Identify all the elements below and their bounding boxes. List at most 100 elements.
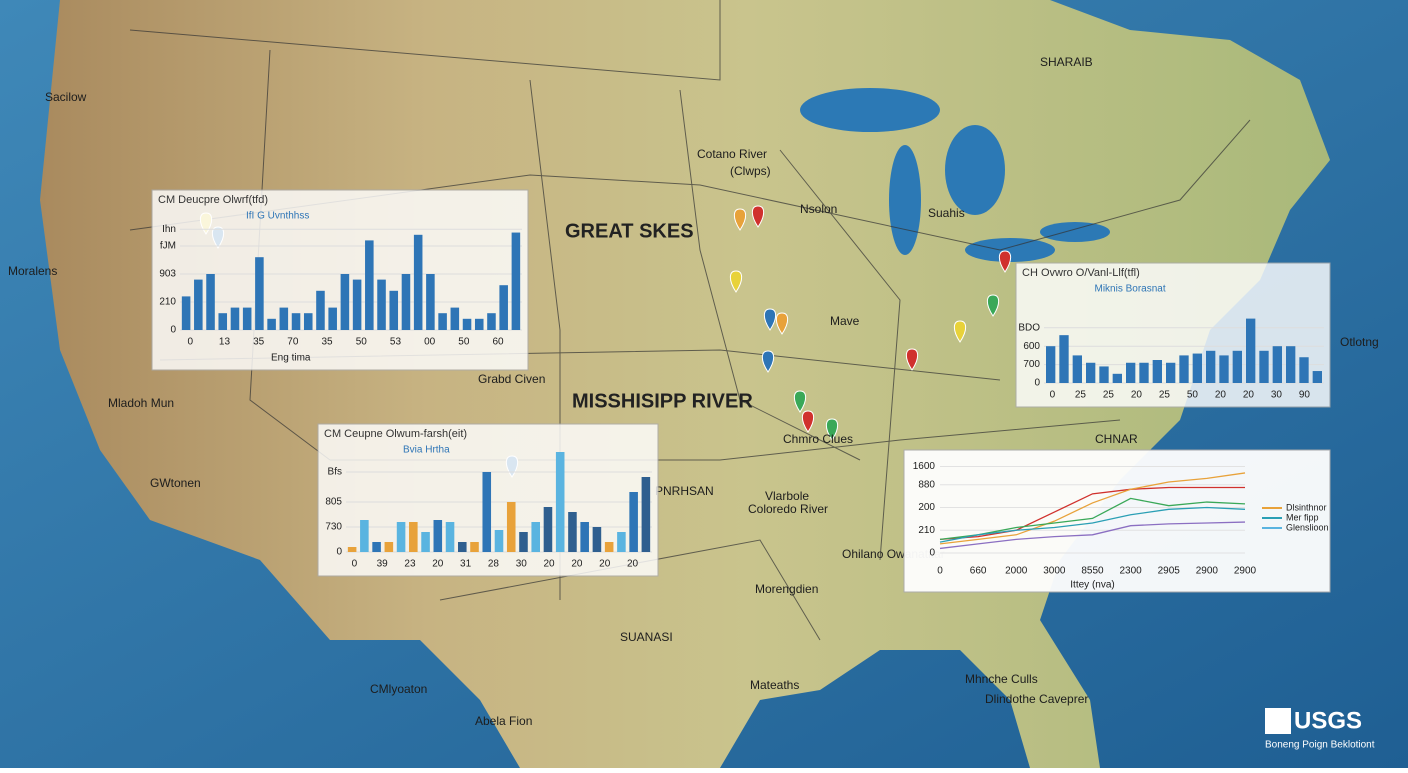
- place-label: Coloredo River: [748, 502, 828, 516]
- panel-title: CH Ovwro O/Vanl-Llf(tfl): [1022, 267, 1140, 279]
- y-tick-label: 210: [918, 525, 935, 536]
- y-tick-label: 210: [159, 297, 176, 308]
- x-tick-label: 13: [219, 337, 231, 348]
- place-label: Dlindothe Caveprer: [985, 692, 1088, 706]
- y-tick-label: 700: [1023, 359, 1040, 370]
- chart-panel: CM Deucpre Olwrf(tfd) IfI G Uvnthhss 0 210 9…: [151, 189, 529, 371]
- bar: [242, 307, 252, 330]
- x-tick-label: 39: [377, 559, 389, 570]
- bar: [413, 234, 423, 330]
- bar: [641, 477, 651, 552]
- bar: [291, 313, 301, 330]
- x-tick-label: 0: [937, 566, 943, 577]
- y-tick-label: fJM: [160, 241, 176, 252]
- bar: [543, 507, 553, 552]
- bar: [1099, 366, 1109, 383]
- x-tick-label: 23: [404, 559, 416, 570]
- bar: [1219, 355, 1229, 383]
- bar: [1152, 360, 1162, 383]
- chart-panel: CH Ovwro O/Vanl-Llf(tfl) Miknis Borasnat 0…: [1015, 262, 1331, 408]
- legend-label: Mer fipp: [1286, 512, 1319, 522]
- pin: [986, 294, 1000, 317]
- x-tick-label: 660: [970, 566, 987, 577]
- bar: [531, 522, 541, 552]
- pin: [763, 308, 777, 331]
- bar: [474, 318, 484, 330]
- bar: [328, 307, 337, 330]
- place-label: Otlotng: [1340, 335, 1379, 349]
- place-label: SHARAIB: [1040, 55, 1093, 69]
- x-tick-label: 20: [627, 559, 639, 570]
- bar: [433, 520, 443, 552]
- place-label: SUANASI: [620, 630, 673, 644]
- bar: [421, 532, 430, 552]
- place-label: Vlarbole: [765, 489, 809, 503]
- x-tick-label: 50: [458, 337, 470, 348]
- bar: [181, 296, 191, 330]
- bar: [445, 522, 455, 552]
- place-label: Mave: [830, 314, 860, 328]
- bar: [409, 522, 418, 552]
- x-tick-label: 2900: [1196, 566, 1219, 577]
- y-tick-label: 0: [1034, 378, 1040, 389]
- bar: [1059, 335, 1069, 383]
- x-tick-label: 50: [356, 337, 368, 348]
- line: [939, 472, 1246, 545]
- pin: [953, 320, 967, 343]
- x-tick-label: 20: [432, 559, 444, 570]
- pin: [751, 205, 765, 228]
- x-tick-label: 20: [599, 559, 611, 570]
- bar: [482, 472, 492, 552]
- bar: [194, 279, 203, 330]
- place-label: Grabd Civen: [478, 372, 545, 386]
- bar: [499, 285, 508, 330]
- y-tick-label: 200: [918, 502, 935, 513]
- bar: [279, 307, 289, 330]
- place-label: Sacilow: [45, 90, 87, 104]
- x-tick-label: 20: [1131, 390, 1143, 401]
- line: [939, 506, 1246, 543]
- region-label: MISSHISIPP RIVER: [572, 390, 753, 412]
- place-label: GWtonen: [150, 476, 201, 490]
- bar: [438, 313, 447, 330]
- state-borders: [129, 0, 1251, 641]
- x-tick-label: 31: [460, 559, 472, 570]
- bar: [592, 527, 602, 552]
- x-tick-label: 0: [187, 337, 193, 348]
- place-label: Mladoh Mun: [108, 396, 174, 410]
- bar: [1086, 362, 1096, 383]
- legend-label: Dlsinthnor: [1286, 502, 1327, 512]
- x-tick-label: 30: [516, 559, 528, 570]
- bar: [255, 257, 264, 330]
- bar: [1126, 362, 1136, 383]
- x-tick-label: 00: [424, 337, 436, 348]
- bar: [347, 547, 357, 552]
- bar: [568, 512, 577, 552]
- x-tick-label: 70: [287, 337, 299, 348]
- bar: [384, 542, 394, 552]
- x-tick-label: 25: [1159, 390, 1171, 401]
- bar: [340, 274, 350, 330]
- region-label: GREAT SKES: [565, 220, 694, 242]
- logo-title: USGS: [1294, 707, 1362, 734]
- x-tick-label: 8550: [1081, 566, 1104, 577]
- bar: [230, 307, 240, 330]
- pin: [733, 208, 747, 231]
- bar: [450, 307, 460, 330]
- place-label: Moralens: [8, 264, 57, 278]
- place-label: Abela Fion: [475, 714, 532, 728]
- great-lakes: [800, 88, 1110, 262]
- bar: [303, 313, 313, 330]
- bar: [1112, 373, 1122, 383]
- bar: [316, 290, 325, 330]
- place-label: Suahis: [928, 206, 965, 220]
- bar: [1072, 355, 1082, 383]
- bar: [1272, 346, 1282, 383]
- pin: [998, 250, 1012, 273]
- bar: [377, 279, 386, 330]
- y-tick-label: 805: [325, 497, 342, 508]
- bar: [267, 318, 276, 330]
- x-axis-label: Ittey (nva): [1070, 580, 1114, 591]
- bar: [604, 542, 614, 552]
- y-tick-label: Bfs: [328, 467, 342, 478]
